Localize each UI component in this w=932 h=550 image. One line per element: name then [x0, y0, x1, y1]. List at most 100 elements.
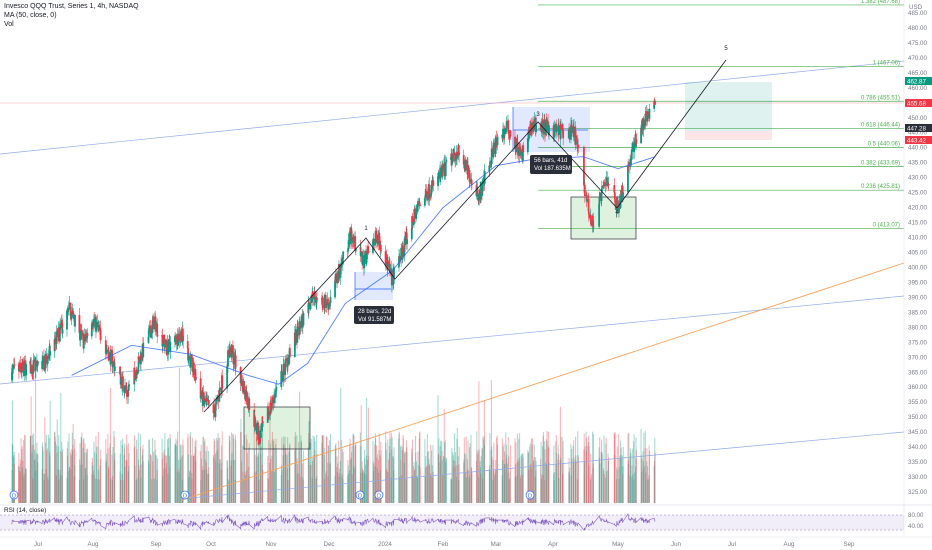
candle-body — [285, 358, 287, 361]
candle-body — [464, 159, 467, 171]
volume-bar — [284, 447, 286, 503]
candle-body — [463, 164, 466, 169]
candle-body — [215, 398, 218, 402]
volume-bar — [556, 452, 558, 503]
candle-body — [363, 260, 366, 269]
candle-body — [30, 364, 33, 373]
time-tick: Sep — [150, 541, 162, 548]
volume-bar — [206, 445, 208, 503]
candle-body — [390, 268, 393, 277]
volume-bar — [105, 438, 107, 503]
candle-body — [84, 334, 87, 339]
volume-bar — [233, 438, 235, 503]
volume-bar — [568, 471, 570, 503]
candle-body — [389, 263, 391, 273]
price-tick: 475.00 — [908, 40, 927, 47]
volume-bar — [255, 437, 257, 503]
candle-body — [568, 129, 571, 140]
volume-bar — [35, 452, 37, 503]
volume-bar — [42, 450, 44, 503]
volume-bar — [54, 431, 56, 503]
volume-bar — [648, 450, 650, 503]
volume-bar — [654, 437, 656, 503]
volume-bar — [437, 395, 439, 503]
volume-bar — [86, 474, 88, 503]
candle-body — [629, 159, 632, 161]
wave-label: 1 — [364, 226, 368, 232]
volume-bar — [257, 453, 259, 503]
volume-bar — [398, 433, 400, 503]
volume-bar — [430, 476, 432, 503]
volume-bar — [93, 470, 95, 503]
volume-bar — [314, 440, 316, 503]
volume-bar — [36, 462, 39, 503]
candle-body — [167, 339, 170, 348]
price-tick: 350.00 — [908, 414, 927, 421]
volume-bar — [57, 446, 59, 503]
volume-bar — [180, 456, 182, 503]
volume-bar — [456, 427, 458, 503]
volume-bar — [654, 452, 656, 503]
price-tick: 385.00 — [908, 309, 927, 316]
volume-bar — [217, 449, 219, 503]
volume-bar — [540, 442, 542, 503]
price-tag: 443.42 — [905, 136, 932, 144]
volume-bar — [628, 432, 630, 503]
volume-bar — [298, 442, 300, 503]
volume-bar — [467, 469, 469, 503]
candle-body — [592, 220, 595, 228]
candle-body — [633, 141, 636, 149]
volume-bar — [36, 454, 38, 503]
volume-bar — [190, 455, 192, 503]
volume-bar — [246, 439, 248, 503]
candle-body — [606, 177, 609, 187]
volume-bar — [191, 437, 193, 503]
volume-bar — [452, 455, 454, 503]
volume-bar — [176, 445, 178, 503]
volume-bar — [515, 463, 517, 503]
volume-bar — [202, 466, 204, 503]
volume-bar — [521, 454, 523, 503]
volume-bar — [124, 443, 126, 503]
volume-bar — [193, 455, 195, 503]
volume-bar — [373, 470, 375, 503]
legend-vol: Vol — [4, 21, 14, 28]
volume-bar — [68, 467, 70, 503]
candle-body — [398, 256, 401, 260]
volume-bar — [592, 433, 595, 503]
volume-bar — [647, 479, 650, 503]
volume-bar — [125, 460, 127, 503]
volume-bar — [163, 449, 165, 503]
fib-label: 0.786 (455.51) — [861, 95, 900, 101]
volume-bar — [83, 479, 85, 503]
candle-body — [418, 201, 421, 203]
volume-bar — [335, 448, 337, 503]
volume-bar — [469, 475, 471, 503]
volume-bar — [275, 438, 277, 503]
volume-bar — [189, 436, 191, 503]
volume-bar — [392, 456, 394, 503]
volume-bar — [546, 440, 548, 503]
volume-bar — [295, 448, 297, 503]
price-tick: 420.00 — [908, 205, 927, 212]
volume-bar — [415, 475, 417, 503]
candle-body — [213, 410, 216, 417]
candle-body — [182, 335, 185, 342]
volume-bar — [79, 459, 81, 503]
volume-bar — [544, 461, 546, 503]
candle-body — [535, 125, 538, 132]
candle-body — [178, 333, 181, 340]
volume-bar — [570, 475, 572, 503]
volume-bar — [547, 446, 549, 503]
volume-bar — [620, 458, 622, 503]
volume-bar — [532, 462, 534, 503]
price-tick: 405.00 — [908, 250, 927, 257]
volume-bar — [502, 460, 504, 503]
volume-bar — [543, 441, 545, 503]
candle-body — [341, 258, 344, 264]
volume-bar — [616, 466, 618, 503]
volume-bar — [387, 459, 389, 503]
volume-bar — [231, 432, 233, 503]
volume-bar — [490, 449, 492, 503]
